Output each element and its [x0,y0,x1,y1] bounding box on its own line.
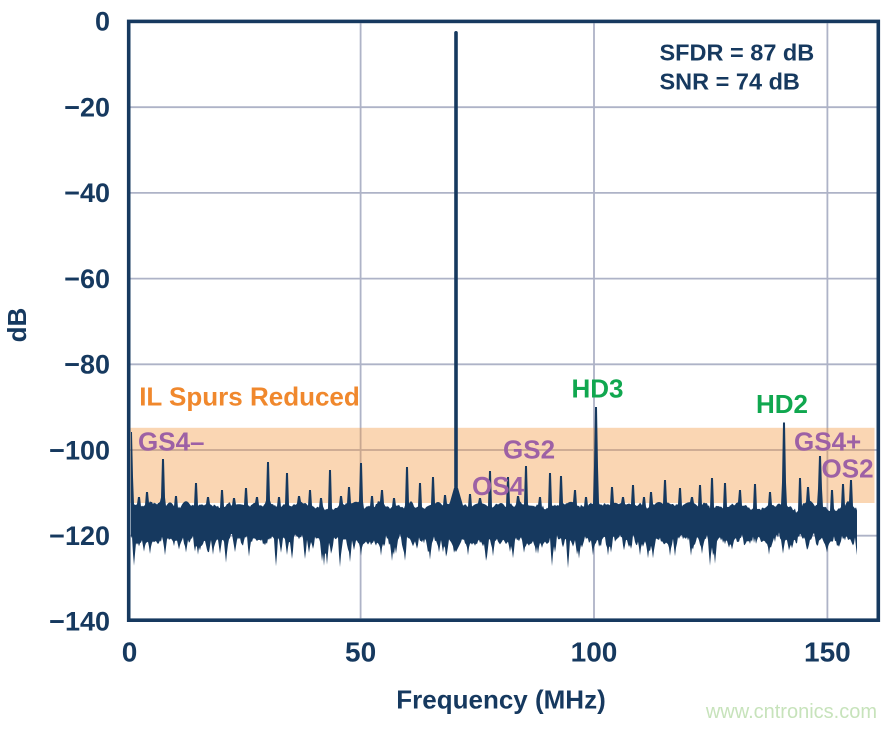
svg-text:150: 150 [804,637,851,668]
svg-text:−100: −100 [49,435,110,465]
svg-text:−120: −120 [49,521,110,551]
svg-text:0: 0 [95,7,110,37]
svg-text:HD2: HD2 [756,389,808,419]
svg-text:OS2: OS2 [822,454,874,484]
svg-text:HD3: HD3 [572,374,624,404]
svg-text:GS4+: GS4+ [794,427,861,457]
svg-text:SNR = 74 dB: SNR = 74 dB [660,69,800,95]
svg-text:−60: −60 [64,264,110,294]
svg-text:100: 100 [571,637,618,668]
svg-text:SFDR = 87 dB: SFDR = 87 dB [660,40,815,66]
svg-text:Frequency (MHz): Frequency (MHz) [396,685,605,715]
svg-text:0: 0 [122,637,138,668]
svg-text:−80: −80 [64,350,110,380]
svg-text:−20: −20 [64,93,110,123]
svg-text:GS4–: GS4– [138,427,205,457]
svg-text:IL Spurs Reduced: IL Spurs Reduced [139,382,360,412]
svg-text:GS2: GS2 [503,434,555,464]
svg-text:OS4: OS4 [472,471,525,501]
svg-text:−40: −40 [64,178,110,208]
svg-text:−140: −140 [49,607,110,637]
svg-text:dB: dB [2,308,32,343]
svg-text:50: 50 [345,637,376,668]
svg-text:www.cntronics.com: www.cntronics.com [705,701,877,723]
